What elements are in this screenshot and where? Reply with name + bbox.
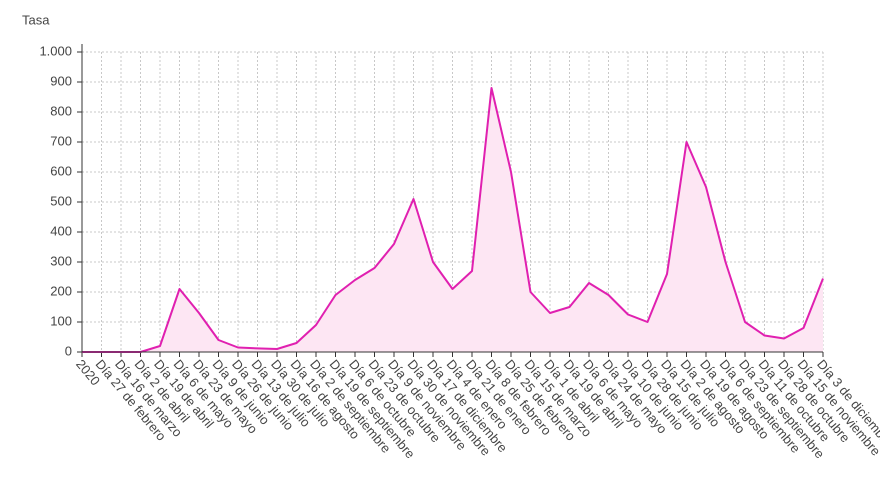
y-tick-label: 1.000 xyxy=(39,43,72,58)
line xyxy=(82,87,824,353)
y-tick-label: 800 xyxy=(50,103,72,118)
y-tick-label: 200 xyxy=(50,283,72,298)
y-tick-label: 500 xyxy=(50,193,72,208)
y-tick-label: 300 xyxy=(50,253,72,268)
y-axis-label: Tasa xyxy=(22,12,50,27)
y-tick-label: 700 xyxy=(50,133,72,148)
y-tick-label: 900 xyxy=(50,73,72,88)
y-tick-label: 100 xyxy=(50,313,72,328)
y-tick-label: 0 xyxy=(65,343,72,358)
y-tick-label: 600 xyxy=(50,163,72,178)
y-tick-label: 400 xyxy=(50,223,72,238)
